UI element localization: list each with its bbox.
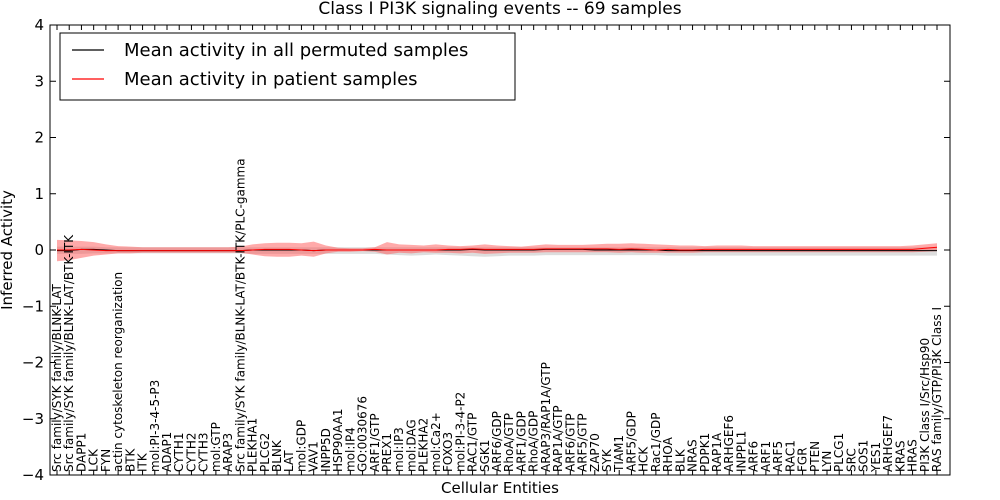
x-tick-label: mol:IP3 [392, 427, 406, 472]
x-tick-label: ARF1 [759, 441, 773, 472]
legend-label-permuted: Mean activity in all permuted samples [124, 40, 468, 61]
x-tick-label: Src family/SYK family/BLNK-LAT [50, 283, 64, 472]
x-tick-label: mol:GTP [209, 422, 223, 472]
x-tick-label: ARF1/GDP [514, 411, 528, 472]
x-tick-label: GO:0030676 [356, 396, 370, 472]
x-tick-label: PTEN [808, 441, 822, 472]
y-axis-ticks: 4 3 2 1 0 −1 −2 −3 −4 [22, 16, 950, 484]
x-tick-label: PLEKHA2 [417, 418, 431, 472]
x-tick-label: BLK [673, 448, 687, 472]
x-tick-label: LYN [820, 451, 834, 472]
y-tick-label: 0 [34, 241, 44, 259]
line-patient-mean [57, 246, 938, 252]
x-tick-label: TIAM1 [612, 435, 626, 473]
x-tick-label: ARHGEF7 [881, 415, 895, 472]
x-tick-label: PDPK1 [698, 433, 712, 472]
x-tick-label: ARF6/GDP [490, 411, 504, 472]
x-tick-label: ARAP3 [221, 433, 235, 472]
x-tick-label: PI3K Class I/Src/Hsp90 [918, 338, 932, 472]
x-tick-label: RHOA [661, 436, 675, 472]
x-tick-label: mol:Ca2+ [429, 412, 443, 472]
y-axis-label: Inferred Activity [0, 190, 16, 310]
x-axis-label: Cellular Entities [441, 479, 559, 497]
x-tick-label: ARF6 [747, 441, 761, 472]
x-tick-label: mol:PI-3-4-5-P3 [148, 380, 162, 472]
x-tick-label: HSP90AA1 [331, 408, 345, 472]
series-lines [57, 246, 938, 252]
x-tick-label: LAT [282, 450, 296, 472]
x-tick-label: ARHGEF6 [722, 415, 736, 472]
legend-label-patient: Mean activity in patient samples [124, 69, 418, 90]
x-tick-label: mol:PI-3-4-P2 [453, 392, 467, 472]
x-tick-label: RAP1A [710, 432, 724, 472]
x-tick-label: mol:DAG [404, 419, 418, 472]
x-tick-label: actin cytoskeleton reorganization [111, 272, 125, 472]
y-tick-label: 1 [34, 185, 44, 203]
x-tick-label: Src family/SYK family/BLNK-LAT/BTK-ITK [62, 234, 76, 472]
x-tick-label: FOXO3 [441, 432, 455, 472]
x-tick-label: PREX1 [380, 433, 394, 472]
x-tick-label: FGR [796, 447, 810, 472]
x-tick-label: DAPP1 [74, 433, 88, 472]
x-tick-label: RAS family/GTP/PI3K Class I [930, 307, 944, 472]
legend: Mean activity in all permuted samples Me… [59, 32, 516, 101]
x-tick-label: INPPL1 [734, 431, 748, 472]
x-tick-label: RAC1/GTP [466, 413, 480, 472]
x-tick-label: CYTH1 [172, 433, 186, 473]
x-tick-label: ARF5 [771, 441, 785, 472]
x-tick-label: ARF5/GDP [624, 411, 638, 472]
x-tick-label: VAV1 [307, 441, 321, 472]
x-tick-label: CYTH2 [184, 433, 198, 473]
x-tick-label: FYN [99, 449, 113, 472]
x-tick-label: ARAP3/RAP1A/GTP [539, 362, 553, 472]
x-tick-label: RhoA/GTP [502, 413, 516, 472]
y-tick-label: 2 [34, 129, 44, 147]
x-tick-label: YES1 [869, 442, 883, 473]
x-tick-label: PLEKHA1 [246, 418, 260, 472]
legend-box [59, 32, 516, 101]
chart-title: Class I PI3K signaling events -- 69 samp… [318, 0, 681, 19]
x-tick-label: INPP5D [319, 428, 333, 472]
x-tick-label: HCK [637, 446, 651, 472]
x-tick-label: ARF6/GTP [563, 413, 577, 472]
x-tick-label: mol:IP4 [343, 427, 357, 472]
y-tick-label: −3 [22, 410, 44, 428]
y-tick-label: −1 [22, 297, 44, 315]
x-tick-label: HRAS [906, 439, 920, 472]
x-tick-label: NRAS [686, 439, 700, 472]
x-tick-label: RAP1A/GTP [551, 405, 565, 472]
x-tick-label: RAC1 [783, 440, 797, 472]
x-tick-label: mol:GDP [294, 420, 308, 472]
x-tick-label: BTK [123, 447, 137, 472]
x-tick-label: KRAS [893, 440, 907, 472]
x-tick-label: RhoA/GDP [527, 411, 541, 472]
y-tick-label: −4 [22, 466, 44, 484]
x-tick-label: ITK [136, 452, 150, 472]
x-tick-label: PLCG1 [832, 433, 846, 472]
band-patient [57, 239, 937, 262]
x-tick-label: SOS1 [857, 440, 871, 472]
x-tick-label: SRC [844, 448, 858, 472]
x-tick-label: BLNK [270, 439, 284, 472]
x-tick-label: Rac1/GDP [649, 413, 663, 472]
x-tick-label: LCK [87, 448, 101, 472]
x-tick-label: ADAP1 [160, 432, 174, 472]
x-tick-label: ARF1/GTP [368, 413, 382, 472]
x-tick-label: SGK1 [478, 440, 492, 472]
x-tick-label: Src family/SYK family/BLNK-LAT/BTK-ITK/P… [233, 158, 247, 472]
x-tick-label: SYK [600, 448, 614, 472]
x-tick-label: PLCG2 [258, 433, 272, 472]
y-tick-label: −2 [22, 354, 44, 372]
y-tick-label: 3 [34, 72, 44, 90]
x-tick-label: ZAP70 [588, 433, 602, 472]
y-tick-label: 4 [34, 16, 44, 34]
x-tick-label: CYTH3 [197, 433, 211, 473]
x-tick-label: ARF5/GTP [576, 413, 590, 472]
